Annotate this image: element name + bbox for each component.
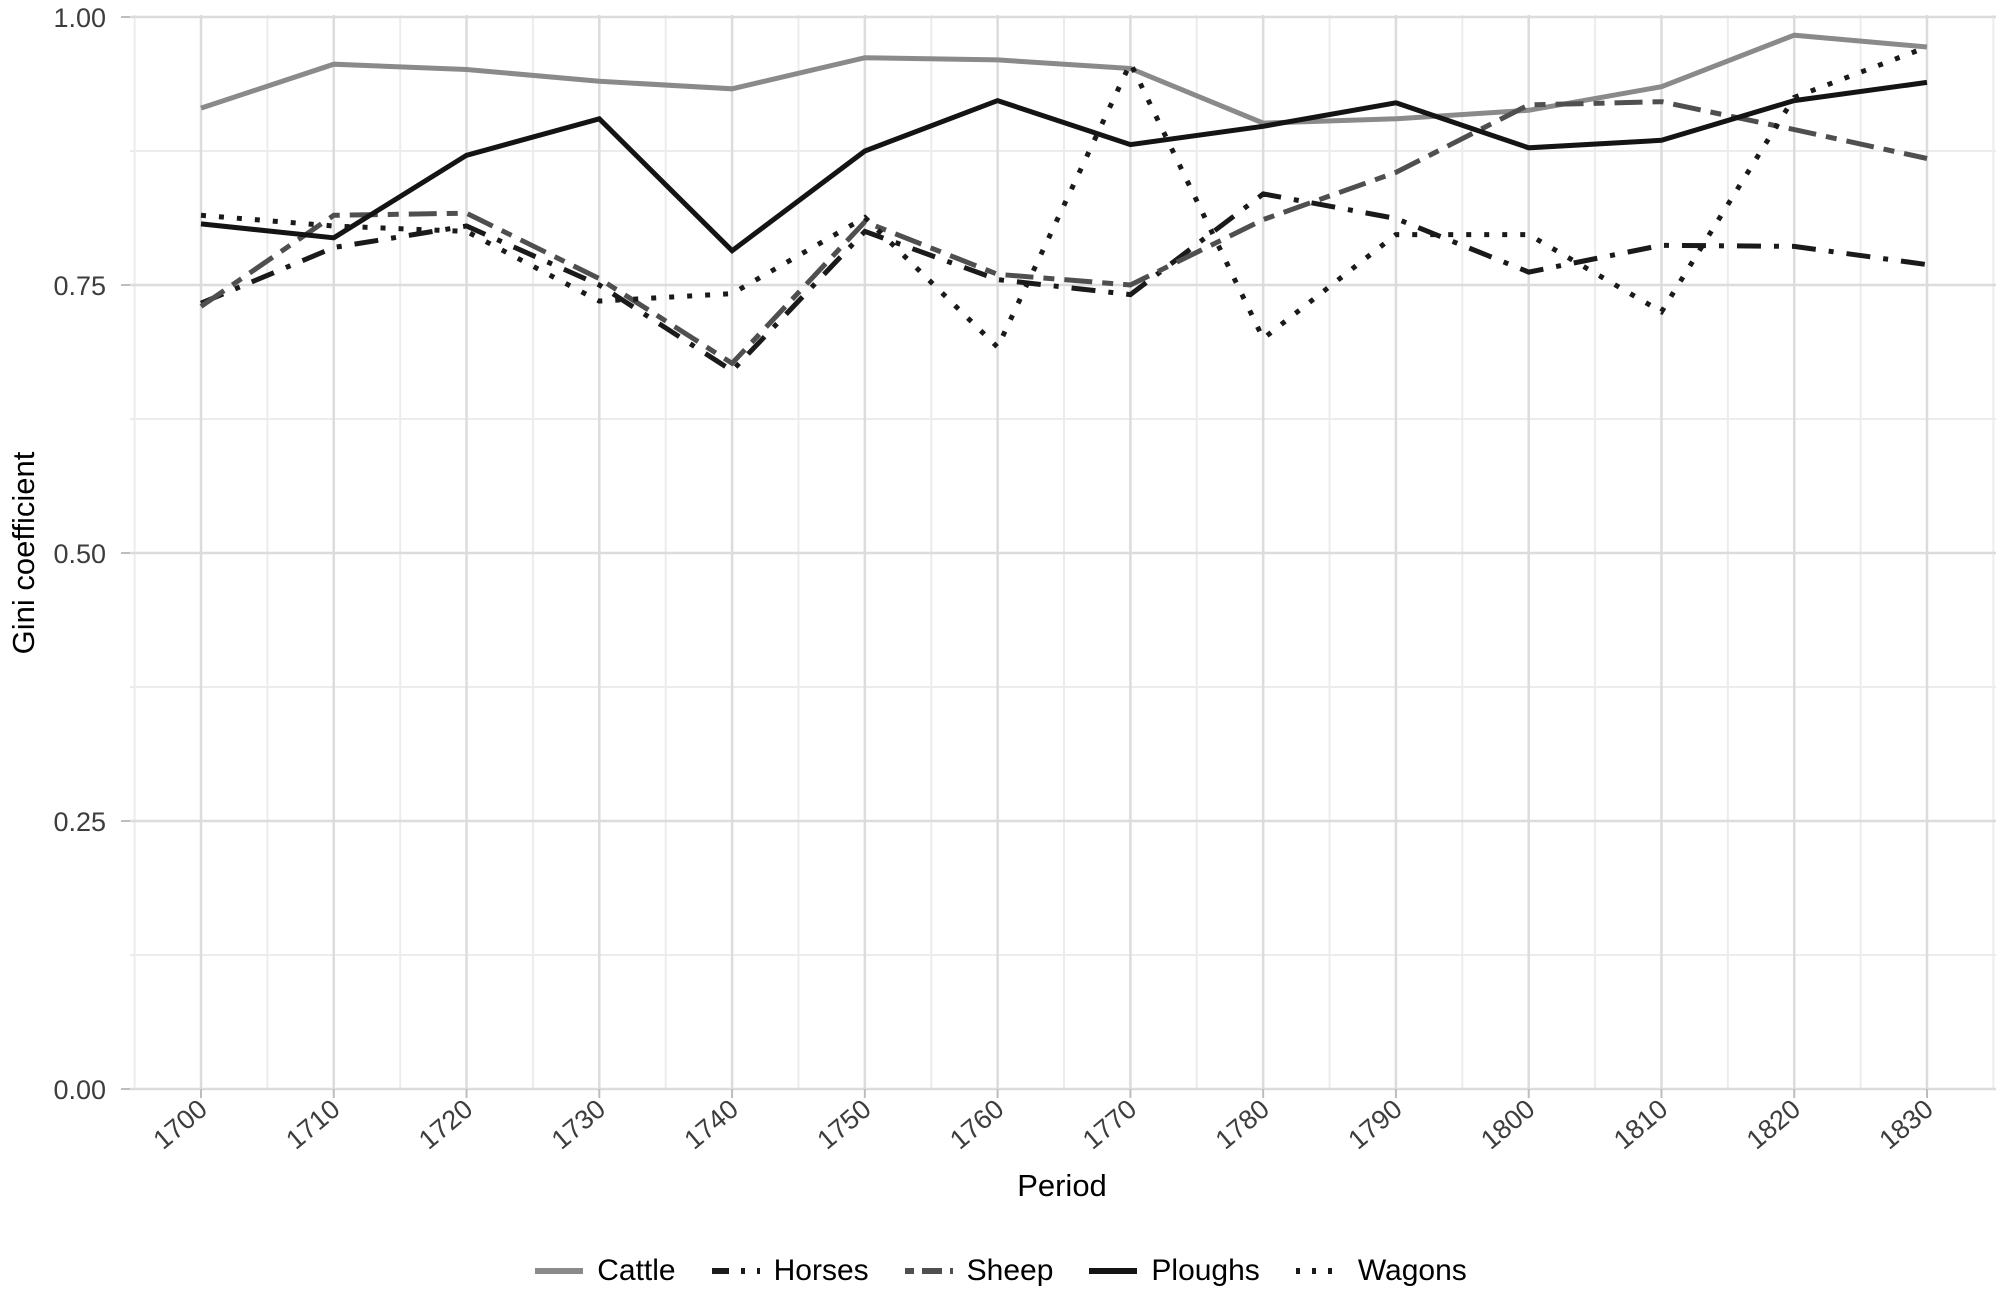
legend-key-cattle-line <box>535 1268 584 1274</box>
legend-item-cattle: Cattle <box>533 1254 676 1287</box>
legend: Cattle Horses Sheep Ploughs Wagons <box>0 1256 2000 1286</box>
y-axis-title: Gini coefficient <box>6 451 41 654</box>
x-tick-label: 1750 <box>811 1094 876 1156</box>
x-tick-label: 1710 <box>280 1094 345 1156</box>
series-line-sheep <box>199 99 1928 367</box>
grid-layer <box>130 15 1996 1091</box>
legend-item-horses: Horses <box>710 1256 869 1286</box>
x-tick-label: 1720 <box>413 1094 478 1156</box>
x-axis-title: Period <box>1017 1168 1107 1203</box>
legend-key-wagons-line <box>1295 1268 1344 1274</box>
legend-key-horses-line <box>711 1268 760 1274</box>
series-line-cattle <box>200 32 1928 126</box>
legend-label-wagons: Wagons <box>1357 1254 1467 1287</box>
legend-item-wagons: Wagons <box>1294 1256 1467 1286</box>
y-tick-label: 1.00 <box>53 3 106 33</box>
series-layer <box>199 32 1928 375</box>
x-tick-label: 1790 <box>1342 1094 1407 1156</box>
y-tick-label: 0.50 <box>53 539 106 569</box>
legend-label-horses: Horses <box>773 1254 869 1287</box>
x-tick-label: 1700 <box>148 1094 213 1156</box>
series-line-horses <box>200 191 1928 375</box>
legend-item-sheep: Sheep <box>903 1254 1054 1287</box>
axis-tick-labels: 0.00 0.25 0.50 0.75 1.00 1700 1710 1720 1730 1740… <box>53 3 1938 1155</box>
y-tick-label: 0.00 <box>53 1075 106 1105</box>
x-tick-label: 1820 <box>1741 1094 1806 1156</box>
legend-label-cattle: Cattle <box>597 1254 676 1287</box>
legend-key-sheep-line <box>904 1268 953 1274</box>
x-tick-label: 1780 <box>1210 1094 1275 1156</box>
x-tick-label: 1830 <box>1874 1094 1939 1156</box>
legend-label-ploughs: Ploughs <box>1151 1254 1260 1287</box>
x-tick-label: 1770 <box>1077 1094 1142 1156</box>
legend-item-ploughs: Ploughs <box>1087 1254 1260 1287</box>
axis-ticks <box>121 16 1929 1098</box>
x-tick-label: 1800 <box>1475 1094 1540 1156</box>
y-tick-label: 0.75 <box>53 271 106 301</box>
x-tick-label: 1730 <box>546 1094 611 1156</box>
series-line-wagons <box>200 44 1928 352</box>
series-line-ploughs <box>200 79 1928 254</box>
y-tick-label: 0.25 <box>53 807 106 837</box>
legend-key-ploughs-line <box>1089 1268 1138 1274</box>
x-tick-label: 1740 <box>679 1094 744 1156</box>
legend-label-sheep: Sheep <box>966 1254 1054 1287</box>
x-tick-label: 1810 <box>1608 1094 1673 1156</box>
x-tick-label: 1760 <box>944 1094 1009 1156</box>
